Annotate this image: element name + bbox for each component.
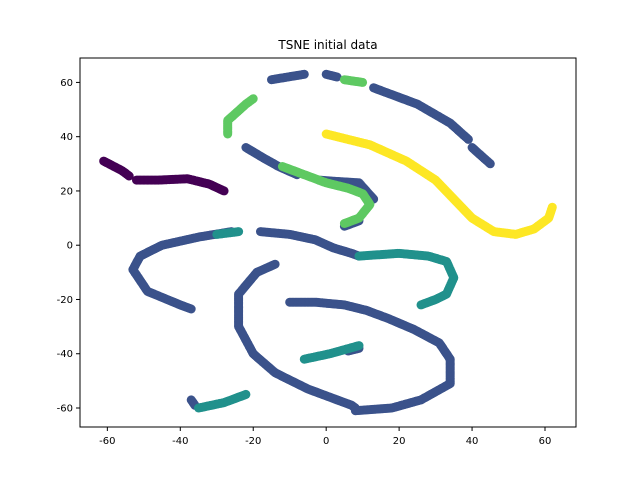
x-tick-label: 40 (466, 436, 479, 447)
x-tick-label: 0 (323, 436, 329, 447)
axes-layer: -60 -40 -20 0 20 40 60 -60 -40 -20 0 20 40 60 (57, 57, 577, 447)
series-0 (99, 156, 229, 196)
series-4 (321, 129, 557, 239)
y-tick-label: 0 (67, 241, 73, 252)
y-tick-label: 60 (60, 78, 73, 89)
scatter-point (547, 202, 557, 212)
scatter-point (339, 219, 349, 228)
y-tick-label: -40 (57, 349, 73, 360)
series-2 (194, 227, 459, 413)
scatter-point (332, 72, 342, 82)
scatter-point (358, 77, 368, 87)
scatter-point (354, 341, 364, 351)
scatter-point (186, 304, 196, 314)
scatter-point (234, 227, 244, 237)
scatter-point (350, 406, 360, 416)
scatter-point (416, 300, 426, 310)
y-tick-label: 40 (60, 132, 73, 143)
scatter-point (463, 134, 473, 144)
x-tick-label: 60 (539, 436, 552, 447)
scatter-point (124, 171, 134, 181)
y-tick-label: -20 (57, 295, 73, 306)
scatter-point (241, 389, 251, 399)
scatter-point (248, 94, 258, 104)
x-tick-label: 20 (393, 436, 406, 447)
y-tick-label: 20 (60, 186, 73, 197)
x-tick-label: -20 (245, 436, 261, 447)
scatter-point (299, 69, 309, 79)
series-1 (128, 69, 495, 416)
x-tick-label: -40 (172, 436, 188, 447)
plot-frame (79, 57, 577, 428)
chart-title: TSNE initial data (277, 38, 377, 52)
scatter-point (485, 159, 495, 169)
series-3 (223, 75, 375, 228)
y-tick-label: -60 (57, 404, 73, 415)
scatter-point (219, 186, 229, 196)
points-layer (99, 69, 557, 416)
x-tick-label: -60 (99, 436, 115, 447)
